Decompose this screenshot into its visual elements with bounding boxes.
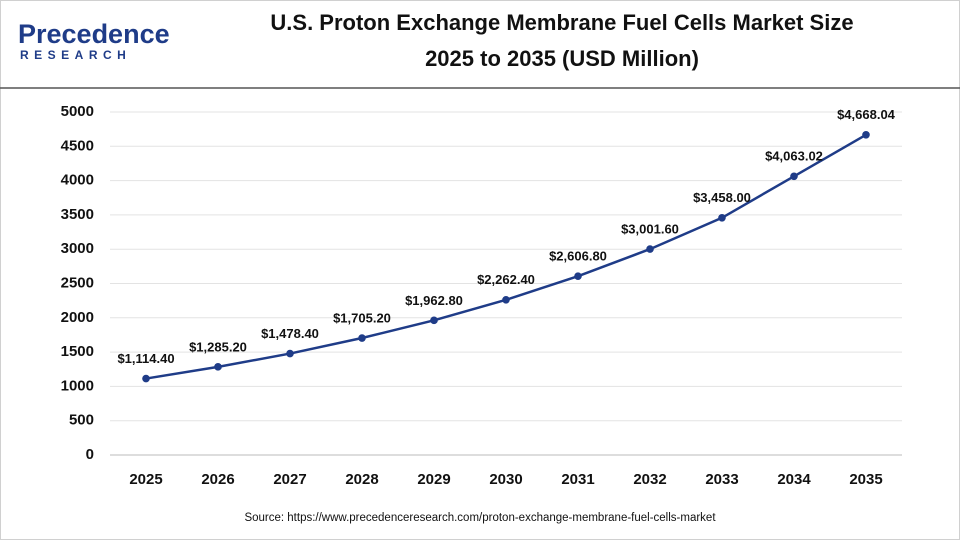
value-label: $3,001.60 <box>621 222 679 237</box>
x-tick-label: 2033 <box>705 471 738 488</box>
x-tick-label: 2027 <box>273 471 306 488</box>
x-tick-label: 2025 <box>129 471 162 488</box>
point <box>790 172 798 181</box>
point <box>286 349 294 358</box>
point <box>646 245 654 253</box>
point <box>502 295 510 304</box>
logo-name: Precedence <box>18 19 170 49</box>
value-label: $1,285.20 <box>189 339 247 354</box>
logo-sub: RESEARCH <box>20 48 131 62</box>
x-tick-label: 2031 <box>561 471 594 488</box>
x-tick-label: 2028 <box>345 471 378 488</box>
y-tick-label: 1000 <box>61 377 94 394</box>
chart-title: 2025 to 2035 (USD Million) <box>425 46 699 71</box>
point <box>142 374 150 383</box>
value-label: $1,478.40 <box>261 326 319 341</box>
source: Source: https://www.precedenceresearch.c… <box>244 512 716 524</box>
x-tick-label: 2029 <box>417 471 450 488</box>
value-label: $2,606.80 <box>549 249 607 264</box>
chart-title: U.S. Proton Exchange Membrane Fuel Cells… <box>270 10 853 35</box>
y-tick-label: 3000 <box>61 240 94 257</box>
x-tick-label: 2032 <box>633 471 666 488</box>
value-label: $3,458.00 <box>693 190 751 205</box>
point <box>574 272 582 280</box>
point <box>718 213 726 222</box>
y-tick-label: 500 <box>69 412 94 429</box>
y-tick-label: 1500 <box>61 343 94 360</box>
y-tick-label: 5000 <box>61 103 94 120</box>
y-tick-label: 2000 <box>61 309 94 326</box>
y-tick-label: 4500 <box>61 137 94 154</box>
value-label: $1,705.20 <box>333 310 391 325</box>
value-label: $1,962.80 <box>405 293 463 308</box>
y-tick-label: 3500 <box>61 206 94 223</box>
logo: Precedence RESEARCH <box>18 19 170 62</box>
x-tick-label: 2030 <box>489 471 522 488</box>
value-label: $4,668.04 <box>837 107 896 122</box>
y-tick-label: 2500 <box>61 274 94 291</box>
x-tick-label: 2026 <box>201 471 234 488</box>
x-tick-label: 2035 <box>849 471 882 488</box>
point <box>358 334 366 342</box>
y-tick-label: 4000 <box>61 172 94 189</box>
value-label: $1,114.40 <box>117 351 174 366</box>
point <box>430 316 438 325</box>
point <box>862 130 870 139</box>
y-tick-label: 0 <box>86 446 94 463</box>
point <box>214 363 222 371</box>
x-tick-label: 2034 <box>777 471 811 488</box>
value-label: $4,063.02 <box>765 149 823 164</box>
value-label: $2,262.40 <box>477 272 535 287</box>
